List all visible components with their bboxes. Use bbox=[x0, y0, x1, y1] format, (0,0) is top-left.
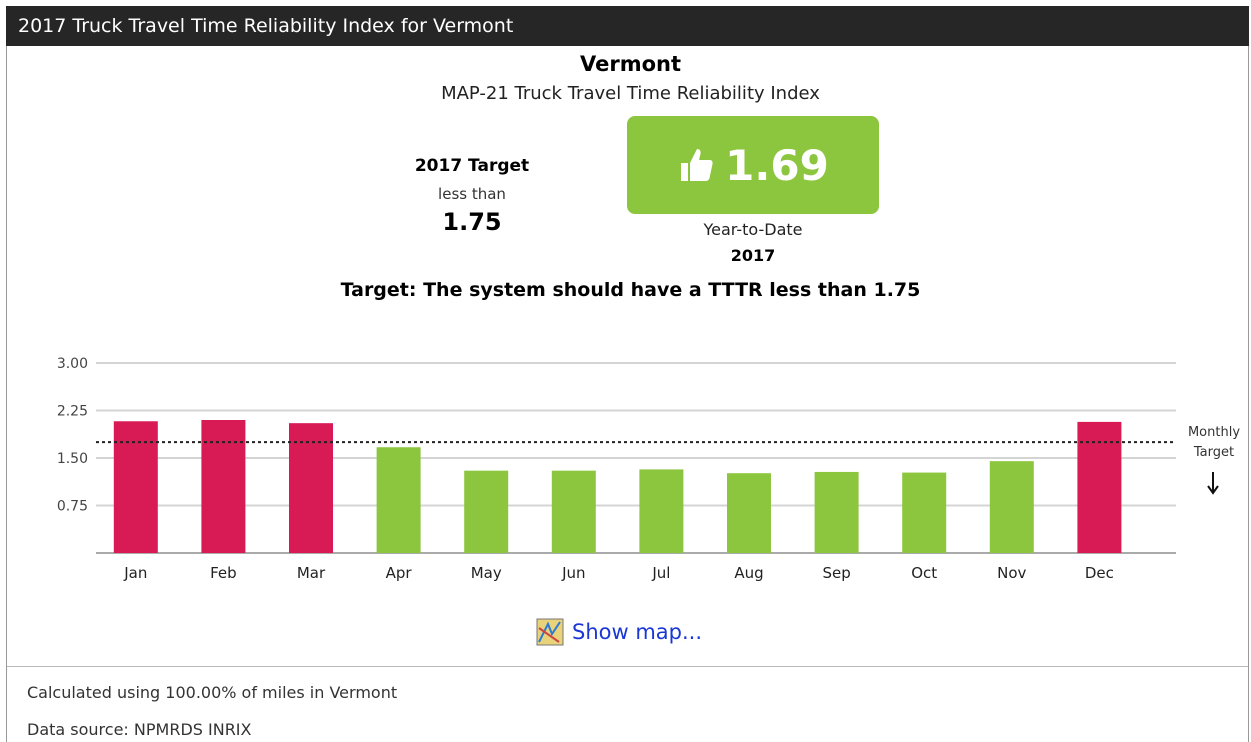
x-tick-label: Dec bbox=[1085, 564, 1114, 582]
x-tick-label: Aug bbox=[734, 564, 763, 582]
region: Vermont bbox=[579, 52, 681, 76]
ytd-label: Year-to-Date bbox=[703, 220, 803, 239]
bar bbox=[727, 473, 771, 553]
chart: 0.75 1.50 2.25 3.00 Jan Feb Mar Apr May Jun Jul Aug… bbox=[57, 356, 1240, 582]
ytd-badge: 1.69 bbox=[627, 116, 879, 214]
x-tick-label: May bbox=[471, 564, 502, 582]
data-source: Data source: NPMRDS INRIX bbox=[27, 720, 252, 739]
bar bbox=[814, 471, 859, 553]
x-tick-label: Jul bbox=[651, 564, 670, 582]
y-tick-label: 2.25 bbox=[57, 404, 88, 420]
x-tick-label: Nov bbox=[997, 564, 1026, 582]
bar bbox=[639, 469, 684, 553]
ytd-value: 1.69 bbox=[725, 140, 829, 190]
x-tick-label: Jun bbox=[561, 564, 585, 582]
bar bbox=[201, 420, 246, 553]
panel bbox=[6, 6, 1249, 742]
bar bbox=[289, 423, 333, 553]
show-map-link[interactable]: Show map... bbox=[572, 620, 703, 644]
target-label: Target bbox=[1193, 445, 1234, 460]
y-tick-label: 1.50 bbox=[57, 451, 88, 467]
bar bbox=[989, 461, 1034, 553]
target-qualifier: less than bbox=[438, 185, 506, 203]
bar bbox=[902, 472, 947, 553]
thumbs-up-icon bbox=[681, 149, 713, 181]
target-heading: 2017 Target bbox=[414, 156, 530, 176]
x-tick-label: Sep bbox=[822, 564, 850, 582]
divider bbox=[7, 666, 1248, 667]
y-tick-label: 0.75 bbox=[57, 499, 88, 515]
target-arrow bbox=[1207, 472, 1219, 495]
x-tick-label: Feb bbox=[210, 564, 237, 582]
ytd-year: 2017 bbox=[730, 246, 776, 265]
subtitle: MAP-21 Truck Travel Time Reliability Ind… bbox=[441, 83, 820, 104]
bar bbox=[376, 447, 421, 553]
x-tick-label: Mar bbox=[297, 564, 326, 582]
bar bbox=[1077, 421, 1122, 553]
target-value: 1.75 bbox=[442, 208, 502, 236]
x-tick-label: Jan bbox=[123, 564, 147, 582]
bar bbox=[551, 470, 596, 553]
y-tick-label: 3.00 bbox=[57, 356, 88, 372]
map-icon bbox=[536, 618, 564, 646]
coverage-note: Calculated using 100.00% of miles in Ver… bbox=[27, 683, 398, 702]
panel-title: 2017 Truck Travel Time Reliability Index… bbox=[6, 6, 1249, 46]
bar bbox=[464, 470, 509, 553]
target-statement: Target: The system should have a TTTR le… bbox=[340, 279, 921, 301]
bar bbox=[113, 421, 158, 553]
show-map[interactable]: Show map... bbox=[536, 618, 702, 646]
x-tick-label: Oct bbox=[911, 564, 937, 582]
target-label: Monthly bbox=[1188, 425, 1240, 440]
x-tick-label: Apr bbox=[386, 564, 413, 582]
